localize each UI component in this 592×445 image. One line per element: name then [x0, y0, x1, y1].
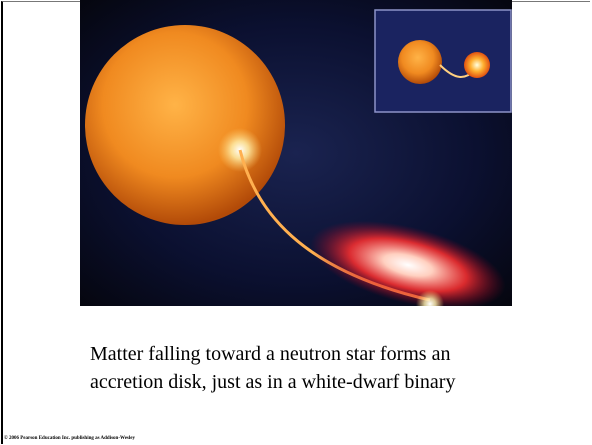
caption: Matter falling toward a neutron star for… [90, 340, 455, 396]
caption-line: accretion disk, just as in a white-dwarf… [90, 371, 456, 393]
copyright: © 2006 Pearson Education Inc. publishing… [4, 436, 135, 441]
caption-line: Matter falling toward a neutron star for… [90, 343, 451, 365]
illustration [80, 0, 512, 306]
